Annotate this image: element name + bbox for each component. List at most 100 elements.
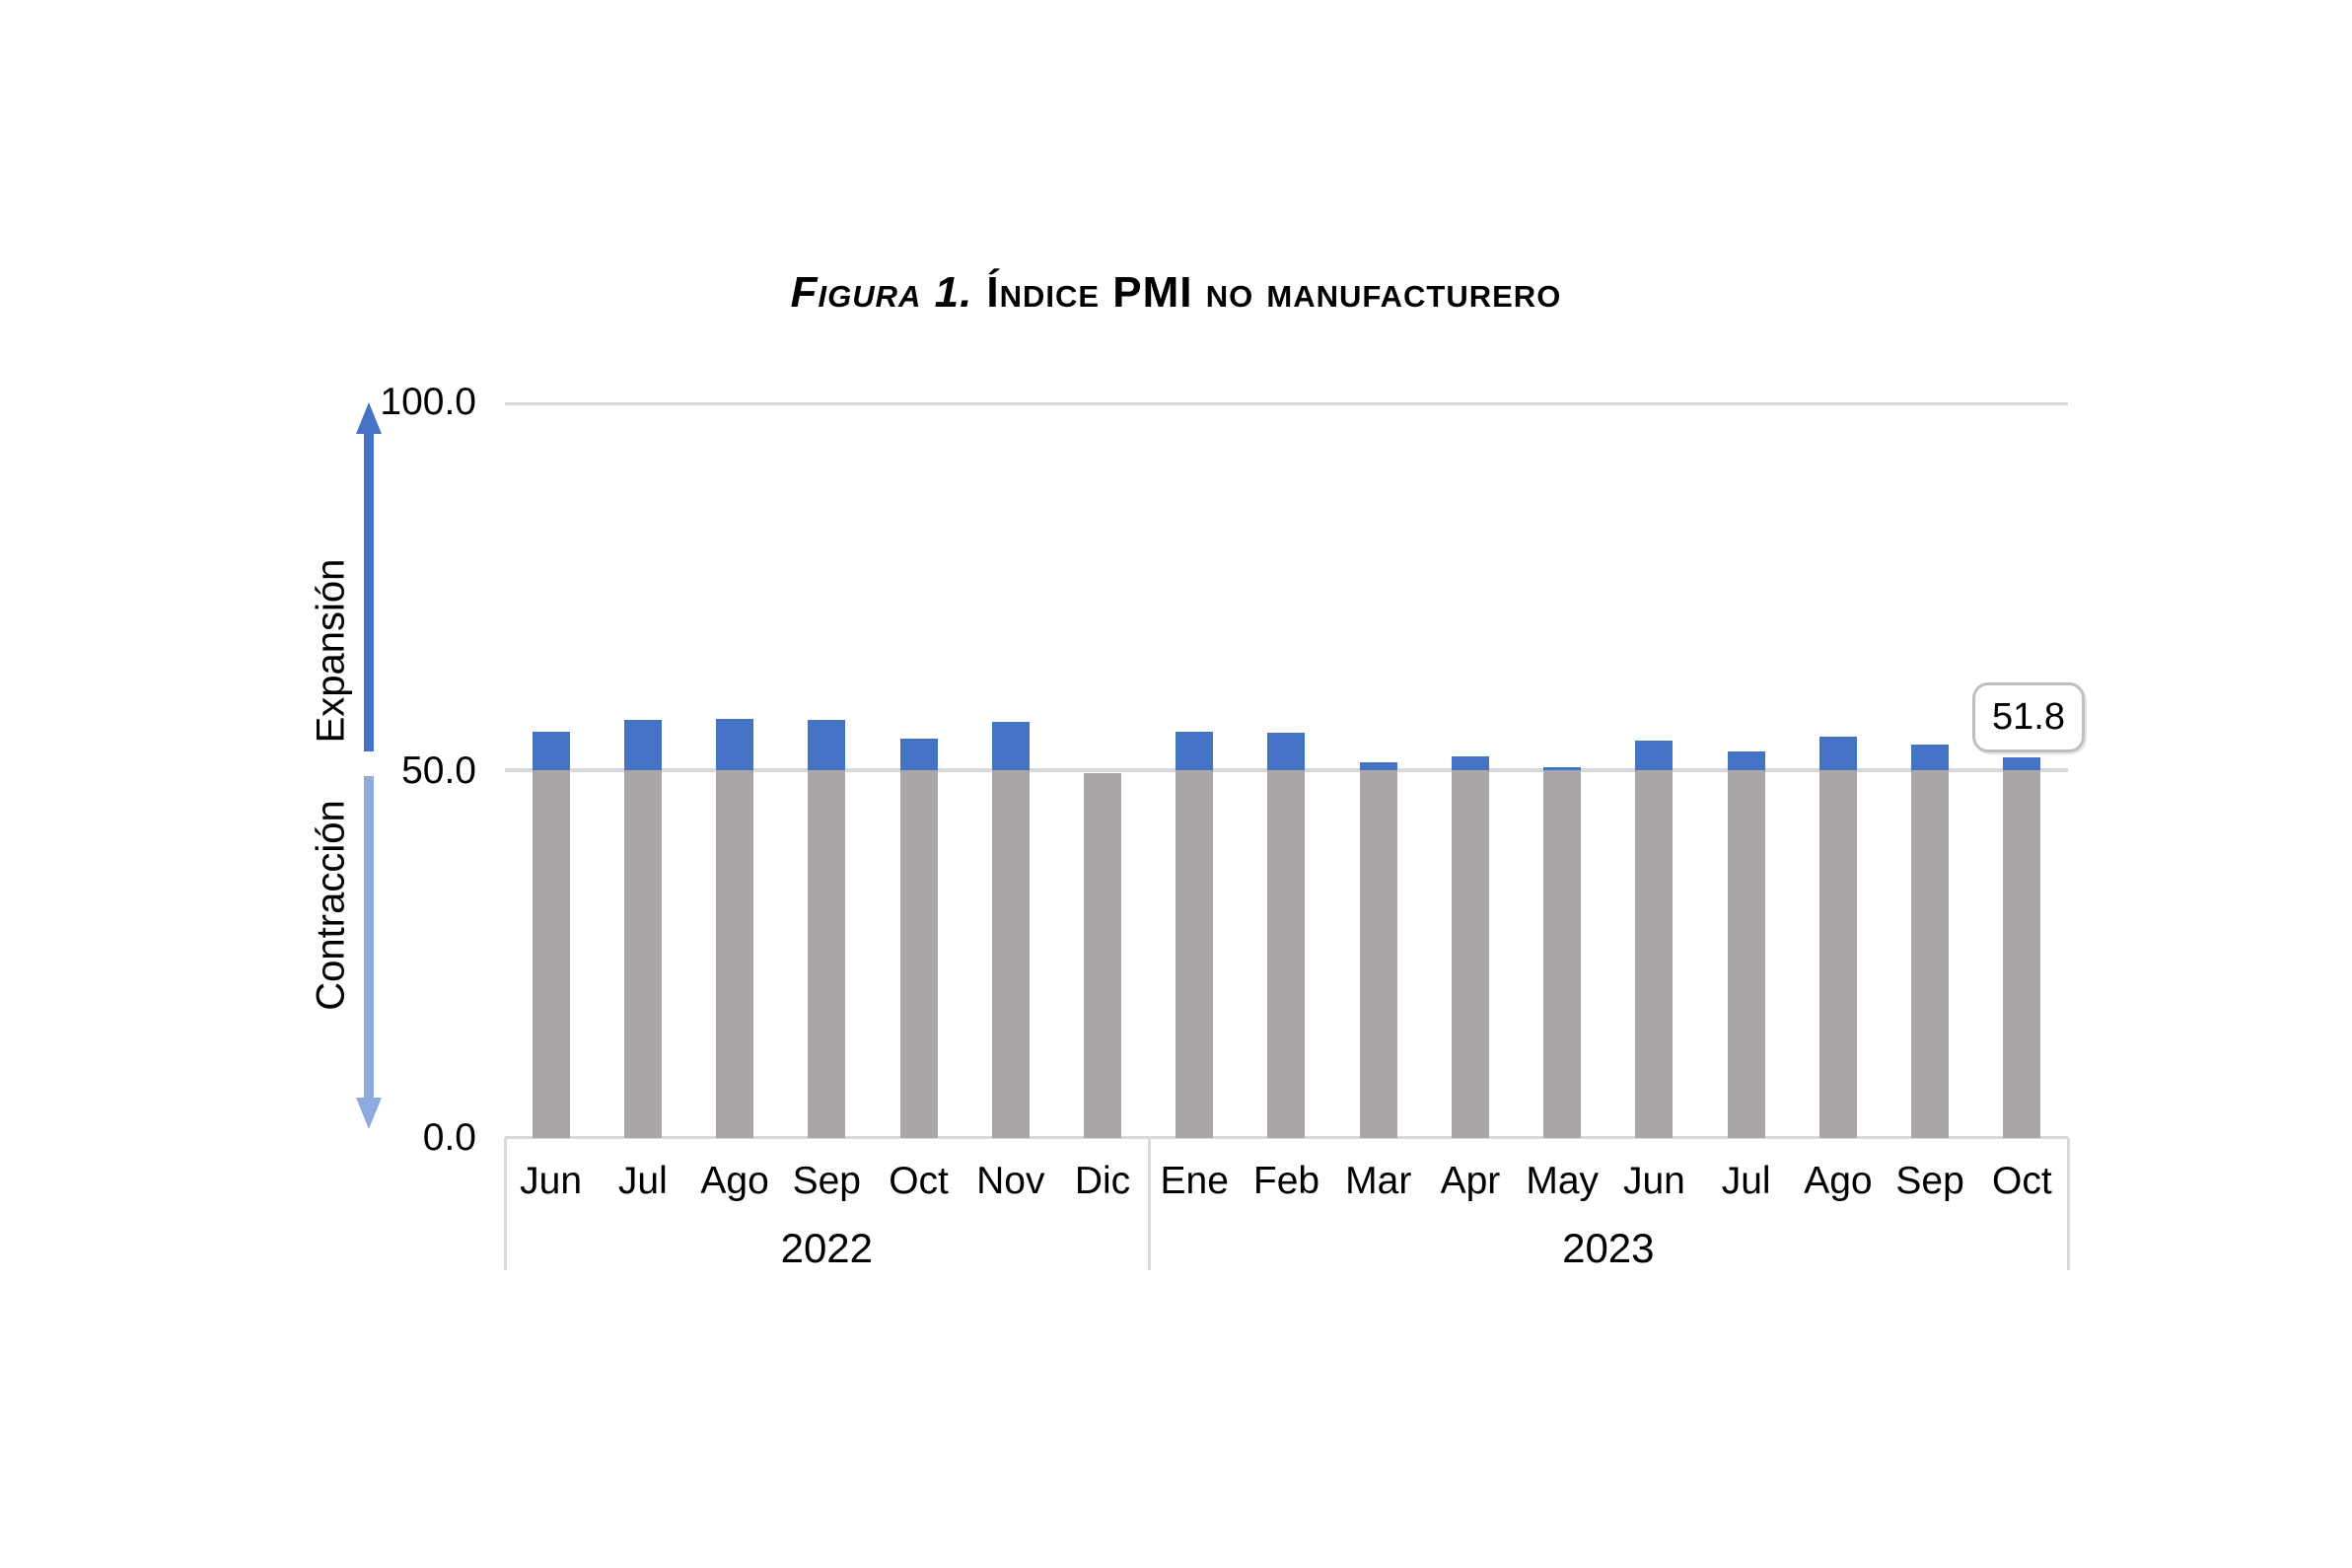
bar-oct-2023 <box>2003 756 2041 1138</box>
bar-jun-2023 <box>1635 741 1674 1138</box>
bar-slot-may-2023 <box>1517 402 1608 1138</box>
arrow-up-shaft <box>364 434 374 751</box>
bar-slot-jul-2023 <box>1700 402 1792 1138</box>
year-label-2023: 2023 <box>1562 1225 1655 1271</box>
x-label-jun-2022: Jun <box>520 1160 583 1202</box>
bar-slot-apr-2023 <box>1424 402 1516 1138</box>
bar-segment-base <box>899 770 938 1138</box>
bar-jun-2022 <box>532 732 570 1138</box>
bar-segment-base <box>1451 770 1489 1138</box>
bar-segment-above-50 <box>1176 732 1214 770</box>
bar-segment-base <box>1084 772 1122 1138</box>
plot-area <box>505 402 2068 1139</box>
x-axis-group-tick <box>2067 1138 2070 1270</box>
bar-slot-jun-2022 <box>505 402 597 1138</box>
bar-segment-base <box>1727 770 1765 1138</box>
bar-segment-above-50 <box>1451 755 1489 770</box>
x-label-ago-2022: Ago <box>700 1160 769 1202</box>
bar-feb-2023 <box>1267 732 1306 1138</box>
bar-apr-2023 <box>1451 755 1489 1138</box>
bar-series <box>505 402 2068 1138</box>
x-label-apr-2023: Apr <box>1440 1160 1501 1202</box>
x-axis-group-tick <box>504 1138 507 1270</box>
y-tick-0: 0.0 <box>422 1116 476 1159</box>
bar-segment-base <box>1818 770 1857 1138</box>
x-label-feb-2023: Feb <box>1252 1160 1320 1202</box>
bar-segment-base <box>623 770 662 1138</box>
x-label-ago-2023: Ago <box>1804 1160 1873 1202</box>
bar-segment-base <box>991 770 1030 1138</box>
bar-slot-jun-2023 <box>1608 402 1700 1138</box>
arrow-down-shaft <box>364 776 374 1098</box>
bar-slot-nov-2022 <box>964 402 1056 1138</box>
chart-title: Figura 1. Índice PMI no manufacturero <box>0 268 2352 318</box>
bar-jul-2023 <box>1727 750 1765 1138</box>
bar-ago-2023 <box>1818 737 1857 1138</box>
bar-jul-2022 <box>623 720 662 1138</box>
bar-slot-ago-2023 <box>1792 402 1884 1138</box>
bar-sep-2022 <box>808 720 846 1138</box>
bar-segment-above-50 <box>1359 761 1397 770</box>
bar-segment-above-50 <box>1727 750 1765 770</box>
bar-slot-mar-2023 <box>1332 402 1424 1138</box>
x-label-oct-2023: Oct <box>1992 1160 2052 1202</box>
bar-slot-oct-2023 <box>1976 402 2068 1138</box>
y-tick-100: 100.0 <box>380 381 476 423</box>
contraction-arrow-down-icon <box>356 776 382 1129</box>
bar-segment-above-50 <box>991 721 1030 770</box>
bar-segment-base <box>1359 770 1397 1138</box>
bar-segment-above-50 <box>1911 744 1950 770</box>
chart-title-main: Índice PMI no manufacturero <box>986 268 1562 317</box>
bar-segment-above-50 <box>532 732 570 770</box>
y-tick-50: 50.0 <box>401 749 476 792</box>
bar-dic-2022 <box>1084 772 1122 1138</box>
bar-slot-ago-2022 <box>688 402 780 1138</box>
arrow-down-head <box>356 1098 382 1129</box>
year-label-2022: 2022 <box>780 1225 874 1271</box>
bar-slot-dic-2022 <box>1056 402 1148 1138</box>
bar-segment-above-50 <box>716 718 754 770</box>
x-axis-group-tick <box>1148 1138 1151 1270</box>
x-label-sep-2023: Sep <box>1895 1160 1964 1202</box>
bar-segment-above-50 <box>808 720 846 770</box>
x-label-mar-2023: Mar <box>1345 1160 1412 1202</box>
x-label-nov-2022: Nov <box>976 1160 1045 1202</box>
bar-ene-2023 <box>1176 732 1214 1138</box>
x-label-jul-2022: Jul <box>617 1160 668 1202</box>
x-label-sep-2022: Sep <box>792 1160 862 1202</box>
bar-slot-sep-2022 <box>781 402 873 1138</box>
bar-segment-above-50 <box>623 720 662 770</box>
bar-segment-base <box>1543 770 1582 1138</box>
bar-segment-base <box>1911 770 1950 1138</box>
bar-segment-above-50 <box>2003 756 2041 770</box>
bar-segment-base <box>2003 770 2041 1138</box>
last-value-callout: 51.8 <box>1972 682 2085 752</box>
x-label-oct-2022: Oct <box>889 1160 949 1202</box>
bar-segment-base <box>808 770 846 1138</box>
bar-segment-base <box>1635 770 1674 1138</box>
bar-may-2023 <box>1543 767 1582 1138</box>
bar-nov-2022 <box>991 721 1030 1138</box>
bar-segment-above-50 <box>1818 737 1857 770</box>
bar-segment-above-50 <box>899 738 938 770</box>
chart-title-prefix: Figura 1. <box>790 268 973 317</box>
bar-segment-base <box>1267 770 1306 1138</box>
bar-slot-ene-2023 <box>1149 402 1241 1138</box>
bar-slot-sep-2023 <box>1885 402 1976 1138</box>
bar-segment-above-50 <box>1543 767 1582 770</box>
x-label-ene-2023: Ene <box>1160 1160 1229 1202</box>
gridline-100 <box>505 402 2068 405</box>
arrow-up-head <box>356 402 382 434</box>
bar-slot-feb-2023 <box>1241 402 1332 1138</box>
x-label-dic-2022: Dic <box>1074 1160 1131 1202</box>
bar-segment-base <box>532 770 570 1138</box>
last-value-label: 51.8 <box>1992 696 2065 738</box>
bar-segment-base <box>716 770 754 1138</box>
expansion-arrow-up-icon <box>356 402 382 751</box>
bar-slot-jul-2022 <box>597 402 688 1138</box>
x-axis-month-labels: Jun Jul Ago Sep Oct Nov Dic Ene Feb Mar Apr May Jun J… <box>505 1160 2068 1203</box>
bar-ago-2022 <box>716 718 754 1138</box>
bar-sep-2023 <box>1911 744 1950 1138</box>
bar-segment-above-50 <box>1267 732 1306 770</box>
